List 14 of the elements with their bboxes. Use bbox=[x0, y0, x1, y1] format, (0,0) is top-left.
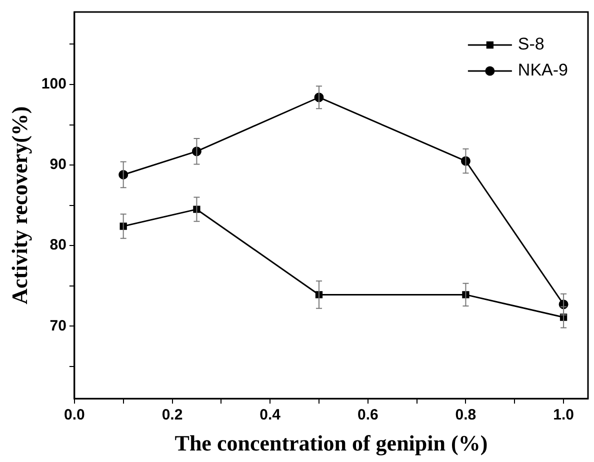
y-tick-label: 100 bbox=[41, 76, 66, 93]
x-tick-label: 0.0 bbox=[64, 406, 85, 424]
x-tick-label: 0.6 bbox=[357, 406, 378, 424]
x-tick-label: 0.8 bbox=[455, 406, 476, 424]
x-tick-label: 0.2 bbox=[162, 406, 183, 424]
y-tick-label: 70 bbox=[50, 317, 66, 334]
legend-label: NKA-9 bbox=[518, 60, 568, 80]
x-tick-label: 0.4 bbox=[260, 406, 282, 424]
x-tick-label: 1.0 bbox=[553, 406, 574, 424]
legend-label: S-8 bbox=[518, 34, 544, 54]
y-tick-label: 90 bbox=[50, 156, 66, 174]
y-tick-label: 80 bbox=[50, 236, 66, 254]
x-axis-title: The concentration of genipin (%) bbox=[174, 430, 488, 456]
y-axis-title: Activity recovery(%) bbox=[6, 106, 32, 304]
